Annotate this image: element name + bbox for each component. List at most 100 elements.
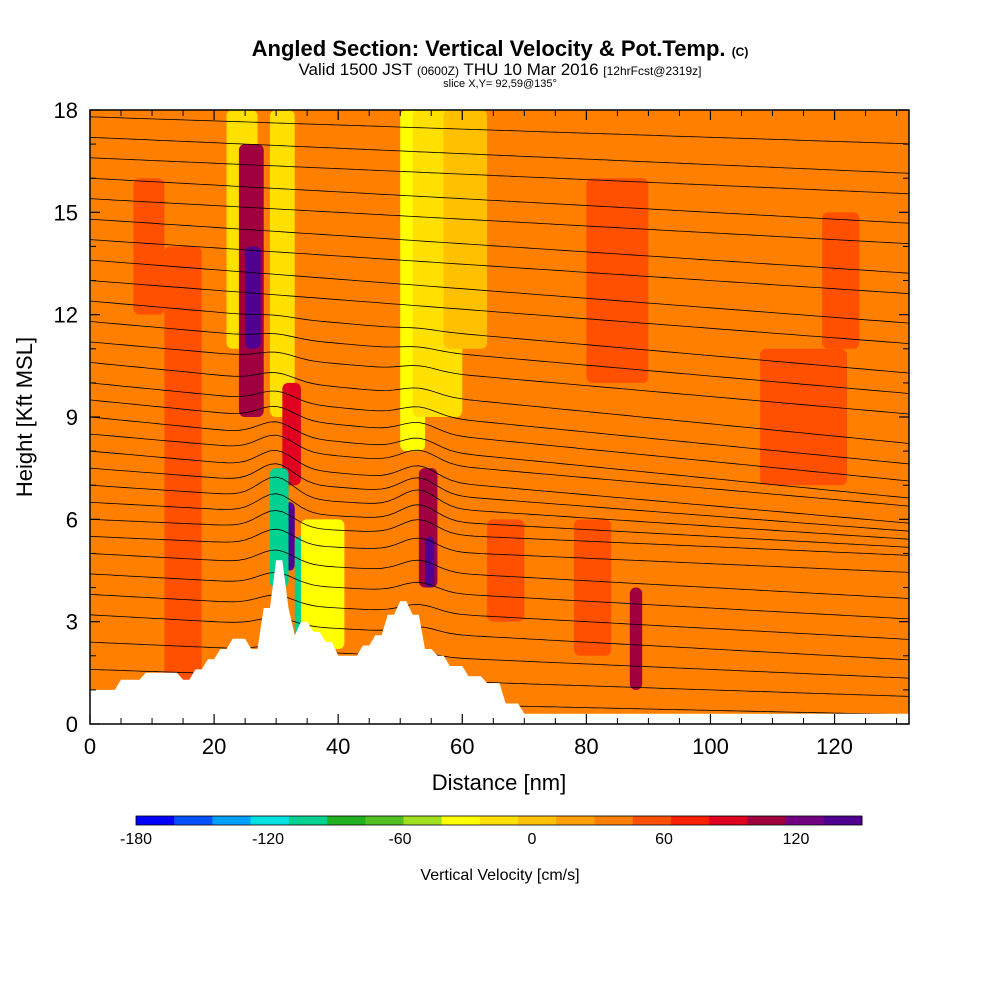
velocity-cell (487, 519, 525, 622)
isentrope-line (90, 594, 909, 640)
y-tick-label: 12 (54, 303, 78, 328)
velocity-cell (586, 178, 649, 383)
vertical-velocity-field (90, 110, 909, 724)
isentrope-line (90, 641, 909, 679)
y-tick-label: 6 (66, 507, 78, 532)
isentrope-line (90, 433, 909, 507)
isentrope-line (90, 476, 909, 540)
velocity-cell (300, 519, 345, 649)
colorbar-swatch (518, 816, 557, 825)
valid-date: THU 10 Mar 2016 (463, 60, 599, 79)
isentrope-line (90, 449, 909, 524)
velocity-cell (133, 178, 165, 315)
colorbar-swatch (441, 816, 481, 825)
potential-temperature-contours (90, 116, 909, 716)
y-tick-label: 15 (54, 200, 78, 225)
axes: 0 20 40 60 80 100 120 0 3 6 9 12 15 18 (54, 98, 909, 759)
colorbar-swatch (594, 816, 634, 825)
velocity-cell (269, 468, 289, 588)
forecast-info: [12hrFcst@2319z] (603, 64, 702, 78)
x-tick-label: 40 (326, 734, 350, 759)
x-tick-label: 60 (450, 734, 474, 759)
title-tag: (C) (731, 45, 749, 59)
isentrope-line (90, 493, 909, 548)
isentrope-line (90, 399, 909, 482)
x-tick-label: 80 (574, 734, 598, 759)
isentrope-line (90, 321, 909, 394)
colorbar-swatch (823, 816, 863, 825)
colorbar-swatch (479, 816, 519, 825)
colorbar-swatch (785, 816, 825, 825)
isentrope-line (90, 572, 909, 620)
isentrope-line (90, 259, 909, 324)
y-tick-label: 3 (66, 610, 78, 635)
velocity-cell (760, 348, 847, 486)
isentrope-line (90, 549, 909, 599)
velocity-cell (164, 246, 202, 690)
colorbar-swatch (212, 816, 252, 825)
y-tick-label: 9 (66, 405, 78, 430)
x-tick-label: 120 (816, 734, 853, 759)
isentrope-line (90, 341, 909, 415)
colorbar-swatch (747, 816, 787, 825)
colorbar: -180 -120 -60 0 60 120 (120, 815, 863, 848)
isentrope-line (90, 239, 909, 295)
isentrope-line (90, 463, 909, 532)
y-tick-label: 18 (54, 98, 78, 123)
colorbar-tick-label: -120 (252, 831, 284, 848)
x-tick-label: 100 (692, 734, 729, 759)
colorbar-swatch (365, 816, 404, 825)
valid-prefix: Valid 1500 JST (298, 60, 413, 79)
terrain (90, 560, 909, 724)
y-axis-label: Height [Kft MSL] (12, 337, 37, 497)
velocity-cell (282, 382, 301, 486)
isentrope-line (90, 198, 909, 245)
colorbar-swatch (403, 816, 443, 825)
colorbar-swatch (709, 816, 748, 825)
colorbar-tick-label: 120 (783, 831, 810, 848)
isentrope-line (90, 177, 909, 224)
colorbar-label: Vertical Velocity [cm/s] (420, 867, 579, 884)
velocity-cell (269, 110, 295, 417)
velocity-cell (573, 519, 612, 656)
x-tick-label: 0 (84, 734, 96, 759)
colorbar-tick-label: 60 (655, 831, 673, 848)
colorbar-swatch (250, 816, 290, 825)
velocity-cell (425, 536, 435, 588)
valid-utc: (0600Z) (416, 64, 459, 78)
velocity-cell (443, 110, 488, 349)
colorbar-swatch (632, 816, 672, 825)
isentrope-line (90, 510, 909, 556)
chart-subtitle: Valid 1500 JST (0600Z) THU 10 Mar 2016 [… (0, 60, 1000, 80)
isentrope-line (90, 218, 909, 274)
colorbar-swatch (136, 816, 175, 825)
title-main: Angled Section: Vertical Velocity & Pot.… (251, 36, 726, 61)
colorbar-frame (135, 815, 863, 826)
velocity-cell (822, 212, 860, 349)
x-tick-label: 20 (202, 734, 226, 759)
isentrope-line (90, 614, 909, 661)
isentrope-line (90, 416, 909, 499)
colorbar-swatch (556, 816, 596, 825)
velocity-cell (629, 587, 643, 690)
velocity-cell (245, 246, 261, 349)
colorbar-tick-label: -180 (120, 831, 152, 848)
isentrope-line (90, 157, 909, 195)
colorbar-swatch (174, 816, 213, 825)
colorbar-swatch (288, 816, 328, 825)
isentrope-line (90, 528, 909, 573)
terrain-shape (90, 560, 909, 724)
isentrope-line (90, 136, 909, 174)
colorbar-tick-label: -60 (388, 831, 411, 848)
colorbar-swatch (327, 816, 366, 825)
isentrope-line (90, 280, 909, 344)
isentrope-line (90, 382, 909, 465)
chart-title: Angled Section: Vertical Velocity & Pot.… (0, 36, 1000, 62)
colorbar-tick-label: 0 (528, 831, 537, 848)
isentrope-line (90, 362, 909, 444)
y-tick-label: 0 (66, 712, 78, 737)
slice-info: slice X,Y= 92,59@135° (443, 78, 557, 90)
isentrope-line (90, 300, 909, 374)
colorbar-swatch (670, 816, 710, 825)
